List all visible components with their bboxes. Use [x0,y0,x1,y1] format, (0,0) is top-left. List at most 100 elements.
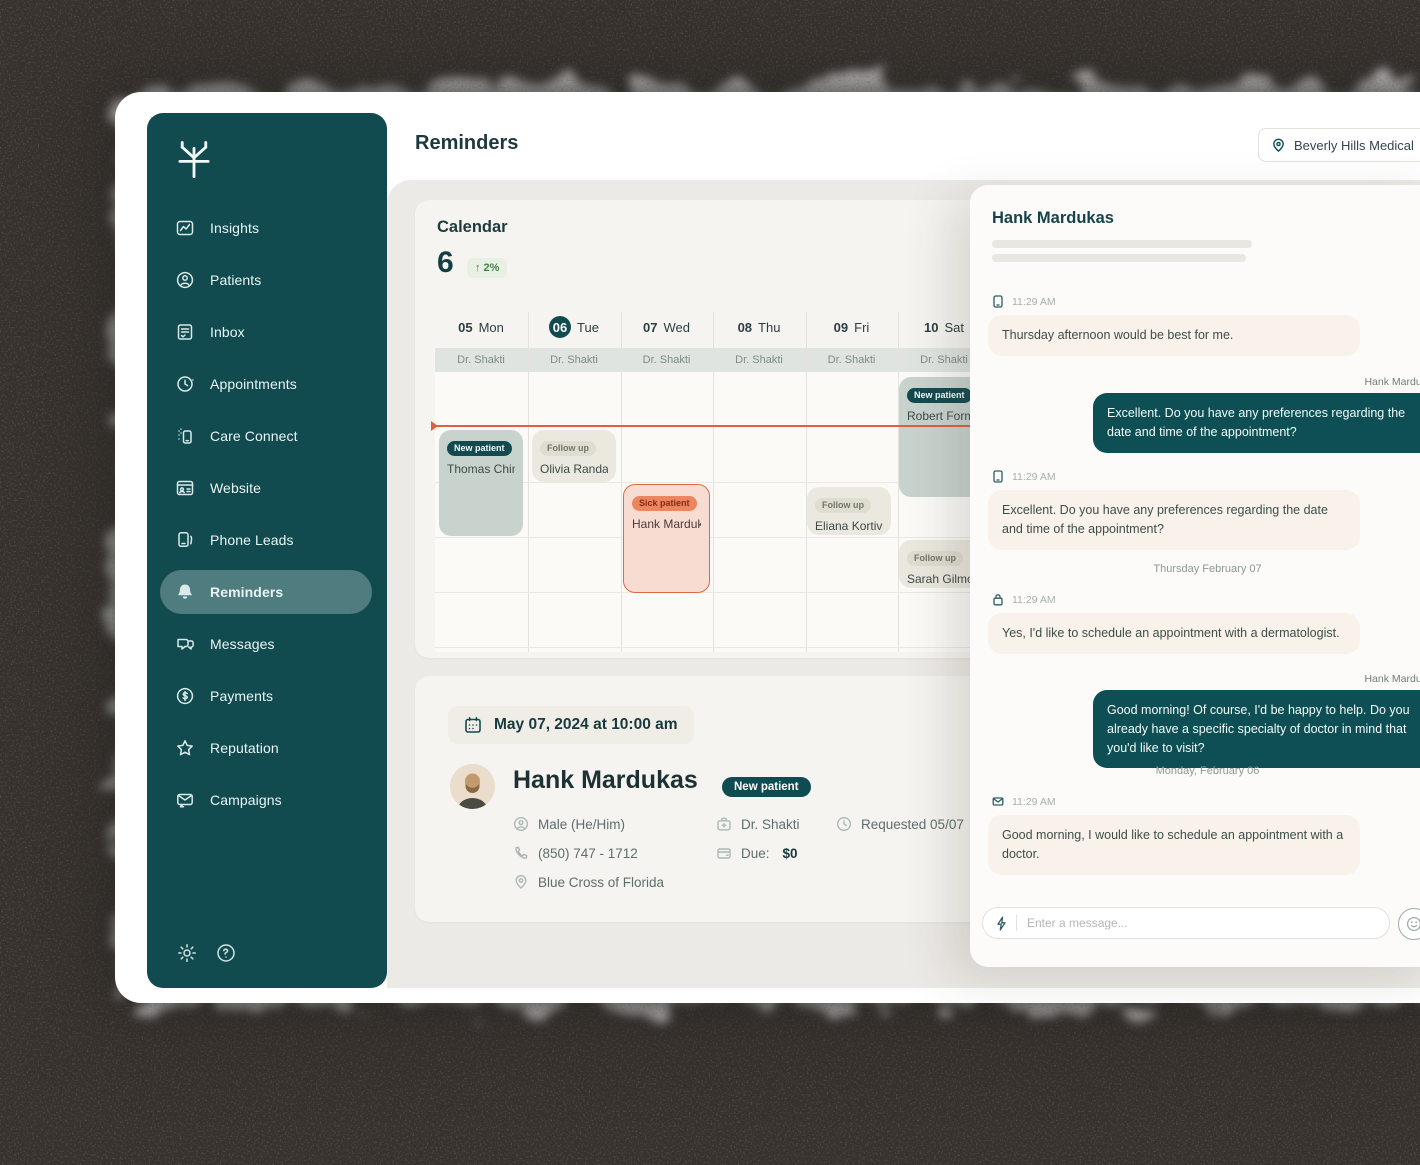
outgoing-message: Excellent. Do you have any preferences r… [1093,393,1420,453]
event-badge: Follow up [540,440,596,456]
sidebar-item-label: Insights [210,220,260,236]
message-meta: 11:29 AM [992,795,1056,808]
day-header-fri[interactable]: 09 Fri [833,319,870,335]
provider-cell: Dr. Shakti [735,354,783,366]
date-divider: Thursday February 07 [1153,563,1262,575]
sidebar-item-patients[interactable]: Patients [160,258,372,302]
message-input[interactable] [1025,915,1377,931]
lock-icon [992,593,1004,606]
reminders-bell-icon [175,582,195,602]
reputation-star-icon [175,738,195,758]
appointment-datetime-pill: May 07, 2024 at 10:00 am [448,706,694,744]
event-eliana-kortiva[interactable]: Follow up Eliana Kortiva [807,487,891,535]
calendar-trend-badge: ↑ 2% [467,258,508,278]
patient-status-badge: New patient [722,777,811,797]
event-patient-name: Sarah Gilmore [907,572,975,586]
payments-icon [175,686,195,706]
grid-line [435,592,1420,593]
sidebar-item-payments[interactable]: Payments [160,674,372,718]
location-selector[interactable]: Beverly Hills Medical [1258,128,1420,162]
day-header-mon[interactable]: 05 Mon [458,319,504,335]
day-header-thu[interactable]: 08 Thu [737,319,781,335]
patient-provider-row: Dr. Shakti [716,816,800,832]
campaigns-icon [175,790,195,810]
event-patient-name: Olivia Randall [540,462,608,476]
emoji-button[interactable] [1398,908,1420,940]
sidebar-item-campaigns[interactable]: Campaigns [160,778,372,822]
current-time-line [431,421,1420,431]
skeleton-line [992,240,1252,248]
insights-icon [175,218,195,238]
mobile-phone-icon [992,295,1004,308]
day-header-sat[interactable]: 10 Sat [924,319,964,335]
mobile-phone-icon [992,470,1004,483]
provider-cell: Dr. Shakti [827,354,876,366]
sidebar-item-care-connect[interactable]: Care Connect [160,414,372,458]
quick-action-bolt-icon[interactable] [995,916,1008,931]
app-window: Insights Patients Inbox Appointments Car… [115,92,1420,1003]
chat-header-name: Hank Mardukas [992,209,1114,227]
page-title: Reminders [415,132,519,154]
sidebar-item-messages[interactable]: Messages [160,622,372,666]
event-robert-forman[interactable]: New patient Robert Forman [899,377,983,497]
appointment-datetime: May 07, 2024 at 10:00 am [494,716,678,733]
sidebar-item-phone-leads[interactable]: Phone Leads [160,518,372,562]
sidebar-item-label: Care Connect [210,428,298,444]
settings-gear-icon[interactable] [176,942,198,964]
provider-cell: Dr. Shakti [550,354,598,366]
event-badge: Follow up [907,550,963,566]
event-thomas-chinn[interactable]: New patient Thomas Chinn [439,430,523,536]
message-meta: 11:29 AM [992,593,1056,606]
incoming-message: Good morning, I would like to schedule a… [988,815,1360,875]
sidebar-item-website[interactable]: Website [160,466,372,510]
incoming-message: Excellent. Do you have any preferences r… [988,490,1360,550]
sidebar-item-appointments[interactable]: Appointments [160,362,372,406]
location-selector-label: Beverly Hills Medical [1294,137,1414,153]
sidebar-item-label: Payments [210,688,274,704]
day-header-wed[interactable]: 07 Wed [643,319,690,335]
chat-panel: Hank Mardukas 11:29 AM Thursday afternoo… [970,185,1420,967]
calendar-card: Calendar 6 ↑ 2% 05 Mon 06 Tue 07 Wed [415,200,1420,658]
day-header-tue-selected[interactable]: 06 Tue [528,314,620,340]
date-divider: Monday, February 06 [1155,765,1260,777]
patient-avatar [450,764,495,809]
incoming-message: Thursday afternoon would be best for me. [988,315,1360,356]
trend-up-arrow-icon: ↑ [475,262,481,274]
sidebar-item-label: Patients [210,272,262,288]
skeleton-line [992,254,1246,262]
event-sarah-gilmore[interactable]: Follow up Sarah Gilmore [899,540,983,588]
sidebar-item-label: Campaigns [210,792,282,808]
message-meta: 11:29 AM [992,470,1056,483]
patient-gender-row: Male (He/Him) [513,816,625,832]
trend-value: 2% [483,262,500,274]
sidebar-item-reputation[interactable]: Reputation [160,726,372,770]
event-badge: Sick patient [632,495,697,511]
incoming-message: Yes, I'd like to schedule an appointment… [988,613,1360,654]
event-hank-mardukas-selected[interactable]: Sick patient Hank Mardukas [623,484,710,593]
phone-leads-icon [175,530,195,550]
provider-cell: Dr. Shakti [920,354,968,366]
patient-due-row: Due: $0 [716,845,798,861]
outgoing-sender-label: Hank Mardukas [1364,673,1420,685]
event-olivia-randall[interactable]: Follow up Olivia Randall [532,430,616,482]
help-icon[interactable] [215,942,237,964]
outgoing-message: Good morning! Of course, I'd be happy to… [1093,690,1420,769]
grid-line [435,647,1420,648]
sidebar-item-insights[interactable]: Insights [160,206,372,250]
provider-cell: Dr. Shakti [642,354,691,366]
provider-cell: Dr. Shakti [457,354,505,366]
patient-requested-row: Requested 05/07 [836,816,964,832]
sidebar-item-inbox[interactable]: Inbox [160,310,372,354]
person-icon [513,816,529,832]
due-amount: $0 [782,845,798,861]
sidebar-item-label: Reminders [210,584,284,600]
sidebar: Insights Patients Inbox Appointments Car… [147,113,387,988]
wallet-icon [716,845,732,861]
input-divider [1016,915,1017,931]
location-pin-icon [1273,138,1284,152]
event-patient-name: Thomas Chinn [447,462,515,476]
sidebar-item-reminders[interactable]: Reminders [160,570,372,614]
clock-icon [836,816,852,832]
event-patient-name: Robert Forman [907,409,975,423]
sidebar-item-label: Reputation [210,740,279,756]
